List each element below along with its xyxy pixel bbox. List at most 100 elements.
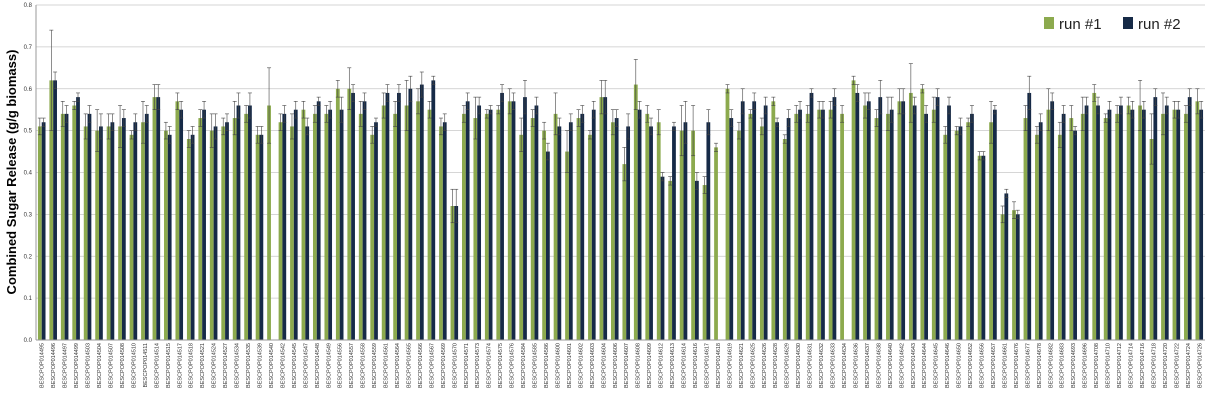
x-category-label: BESCPOP014628 — [773, 343, 779, 388]
bar-run2 — [144, 113, 149, 340]
x-category-label: BESCPOP014514 — [154, 343, 160, 388]
y-tick-label: 0.5 — [24, 129, 33, 135]
bar-run2 — [763, 105, 768, 340]
bar-run1 — [530, 118, 535, 340]
bar-run2 — [786, 118, 791, 340]
bar-run1 — [209, 130, 214, 340]
x-category-label: BESCPOP014634 — [842, 343, 848, 388]
bar-run1 — [1149, 139, 1154, 340]
bar-run1 — [828, 109, 833, 340]
bar-run1 — [794, 113, 799, 340]
x-category-label: BESCPOP014602 — [578, 343, 584, 388]
x-category-label: BESCPOP014601 — [567, 343, 573, 388]
bar-run2 — [683, 122, 688, 340]
x-category-label: BESCPOP014722 — [1174, 343, 1180, 388]
bar-run1 — [668, 180, 673, 340]
bar-run2 — [225, 122, 229, 340]
bar-run1 — [1035, 134, 1039, 340]
x-category-label: BESCPOP014607 — [624, 343, 630, 388]
x-category-label: BESCPOP014682 — [1048, 343, 1054, 388]
bar-run1 — [450, 206, 455, 340]
x-category-label: BESCPOP014625 — [750, 343, 756, 388]
bar-run1 — [782, 139, 787, 340]
x-category-label: BESCPOP014617 — [704, 343, 710, 388]
bar-run1 — [255, 134, 260, 340]
x-category-label: BESCPOP014619 — [727, 343, 733, 388]
bar-run2 — [374, 122, 378, 340]
bar-run2 — [821, 109, 825, 340]
x-category-label: BESCPOP014585 — [533, 343, 539, 388]
bar-run2 — [1176, 109, 1181, 340]
bar-run2 — [1004, 193, 1009, 340]
x-category-label: BESCPOP014497 — [63, 343, 69, 388]
bar-run1 — [1172, 109, 1177, 340]
bar-run2 — [293, 109, 298, 340]
x-category-label: BESCPOP014644 — [922, 343, 928, 388]
bar-run2 — [901, 101, 906, 340]
bar-run2 — [282, 113, 287, 340]
bar-run2 — [110, 122, 115, 340]
x-category-label: BESCPOP014650 — [957, 343, 963, 388]
bar-run2 — [1061, 113, 1066, 340]
bar-run2 — [1038, 122, 1043, 340]
bar-run1 — [633, 84, 638, 340]
x-category-label: BESCPOP014626 — [762, 343, 768, 388]
bar-run1 — [1092, 92, 1097, 340]
bar-run1 — [691, 130, 695, 340]
bar-run2 — [1187, 97, 1192, 340]
x-category-label: BESCPOP014547 — [303, 343, 309, 388]
x-category-label: BESCPOP014618 — [716, 343, 722, 388]
x-category-label: BESCPOP014511 — [143, 343, 149, 388]
x-category-label: BESCPOP014527 — [223, 343, 229, 388]
x-category-label: BESCPOP014714 — [1129, 343, 1135, 388]
bar-run1 — [1057, 134, 1062, 340]
bar-run1 — [313, 113, 317, 340]
x-category-label: BESCPOP014586 — [544, 343, 550, 388]
bar-run1 — [427, 109, 432, 340]
x-category-label: BESCPOP014517 — [177, 343, 183, 388]
bar-run1 — [37, 126, 42, 340]
bar-run2 — [121, 118, 126, 340]
x-category-label: BESCPOP014573 — [475, 343, 481, 388]
x-category-label: BESCPOP014540 — [269, 343, 275, 388]
bar-run1 — [60, 113, 65, 340]
bar-run1 — [1023, 118, 1028, 340]
x-category-label: BESCPOP014499 — [74, 343, 80, 388]
bar-run2 — [775, 122, 780, 340]
bar-run2 — [442, 122, 447, 340]
bar-run2 — [167, 134, 172, 340]
bar-run1 — [679, 130, 684, 340]
bar-run1 — [920, 88, 925, 340]
legend: run #1 run #2 — [1044, 16, 1181, 33]
bar-run1 — [484, 113, 489, 340]
bar-run1 — [702, 185, 707, 340]
bar-run2 — [1050, 101, 1055, 340]
bar-run1 — [416, 101, 420, 340]
bar-run1 — [83, 126, 88, 340]
bar-run1 — [1080, 113, 1085, 340]
x-category-label: BESCPOP014557 — [349, 343, 355, 388]
x-category-label: BESCPOP014631 — [808, 343, 814, 388]
bar-run1 — [186, 139, 191, 340]
bar-run2 — [591, 109, 596, 340]
bar-run1 — [198, 118, 203, 340]
bar-run2 — [740, 101, 745, 340]
x-category-label: BESCPOP014570 — [452, 343, 458, 388]
legend-swatch-run1 — [1044, 17, 1054, 29]
y-tick-label: 0.0 — [24, 338, 33, 344]
x-category-label: BESCPOP014632 — [819, 343, 825, 388]
x-category-label: BESCPOP014642 — [899, 343, 905, 388]
bar-run1 — [507, 101, 512, 340]
gridlines — [36, 4, 1205, 341]
bar-run1 — [954, 130, 959, 340]
bar-run2 — [1096, 105, 1100, 340]
bar-run2 — [1153, 97, 1158, 340]
x-category-label: BESCPOP014503 — [86, 343, 92, 388]
bar-run2 — [477, 105, 482, 340]
y-tick-label: 0.4 — [24, 171, 33, 177]
x-category-label: BESCPOP014496 — [51, 343, 57, 388]
x-category-label: BESCPOP014603 — [590, 343, 596, 388]
bar-run1 — [874, 118, 879, 340]
bar-run2 — [1084, 105, 1089, 340]
bar-run2 — [809, 92, 814, 340]
